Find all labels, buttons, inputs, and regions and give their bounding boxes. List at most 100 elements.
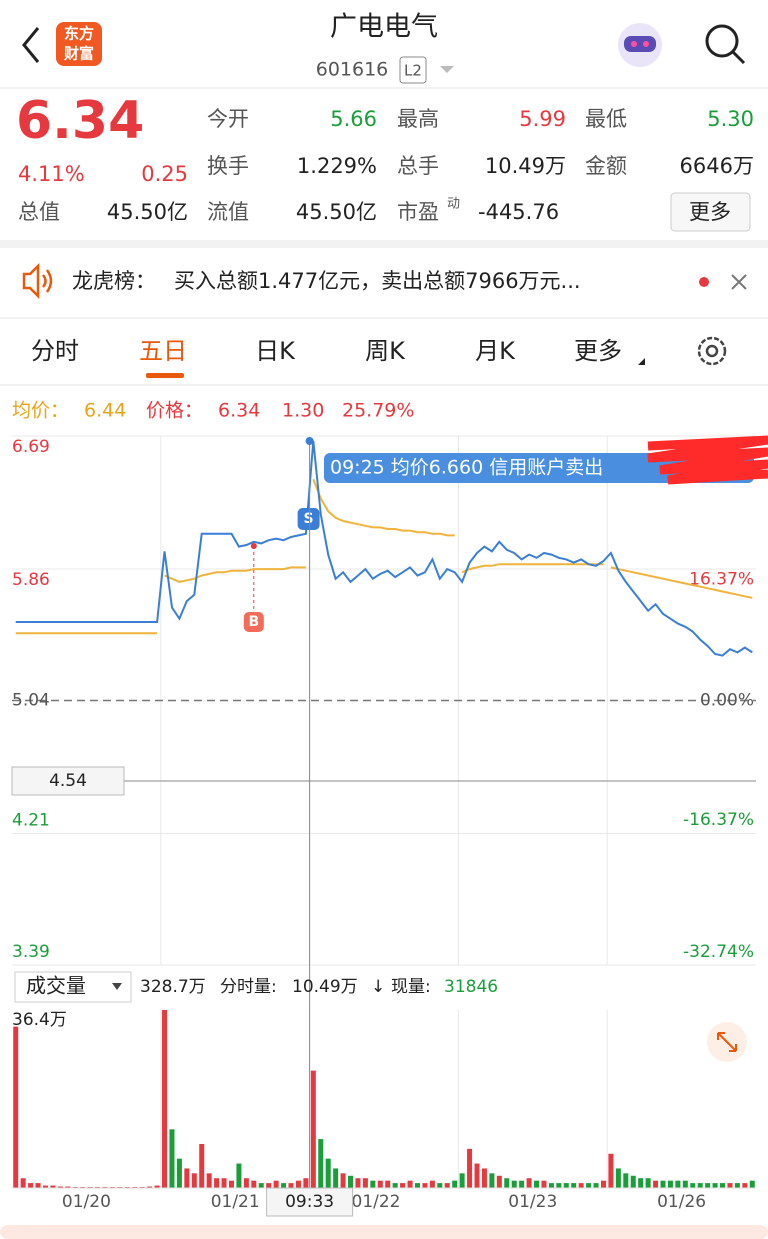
volume-bar [548,1183,554,1188]
field-value: -445.76 [478,200,559,224]
more-button-label[interactable]: 更多 [689,200,731,224]
field-value: 45.50亿 [107,200,188,224]
volume-bar [623,1173,629,1188]
volume-bar [50,1185,56,1188]
notice-text[interactable]: 买入总额1.477亿元，卖出总额7966万元... [174,269,581,293]
volume-bar [534,1180,540,1188]
level-badge[interactable]: L2 [404,62,422,80]
volume-bar [370,1180,376,1188]
indicator-label[interactable]: 成交量 [26,974,86,998]
field-label: 总手 [397,154,439,178]
redaction [647,435,768,485]
avg-label: 均价： [12,400,69,422]
notice-label[interactable]: 龙虎榜： [72,269,156,293]
field-value: 5.99 [519,107,566,131]
tab[interactable]: 日K [255,337,296,365]
average-line [312,478,455,537]
stock-code: 601616 [316,59,389,81]
volume-bar [147,1186,153,1188]
settings-icon[interactable] [697,336,727,366]
level-box[interactable] [399,56,427,84]
volume-bar [705,1183,711,1188]
volume-bar [236,1163,242,1188]
volume-bar [720,1183,726,1188]
volume-bar [28,1183,34,1188]
tab[interactable]: 更多 [574,337,622,365]
tab-underline [146,373,184,378]
volume-bar [563,1183,569,1188]
sell-marker-label: S [304,511,314,527]
buy-marker-label: B [248,614,259,630]
volume-bar [35,1183,41,1188]
volume-bar [176,1158,182,1188]
speaker-icon [22,262,40,300]
cursor-time: 09:33 [285,1192,334,1212]
change-value: 1.30 [282,400,324,422]
volume-bar [504,1178,510,1188]
y2-tick-label: 0.00% [700,691,754,711]
x-tick-label: 01/20 [62,1192,111,1212]
volume-bar [42,1185,48,1188]
logo-text: 东方 [64,25,94,43]
volume-bar [295,1180,301,1188]
volume-bar [57,1186,63,1188]
volume-bar [571,1183,577,1188]
volume-bar [519,1180,525,1188]
app-logo [56,22,102,66]
dropdown-arrow [112,983,122,990]
volume-bar [600,1180,606,1188]
volume-bar [273,1180,279,1188]
tab-active[interactable]: 五日 [139,337,187,365]
volume-bar [221,1178,227,1188]
volume-bar [407,1180,413,1188]
logo-text: 财富 [64,45,94,63]
volume-bar [749,1180,755,1188]
field-value: 10.49万 [485,154,566,178]
volume-bar [608,1153,614,1188]
more-button[interactable] [670,192,751,232]
volume-bar [414,1183,420,1188]
average-line [164,566,306,583]
volume-bar [65,1186,71,1188]
settings-center [705,344,719,358]
search-icon[interactable] [705,24,739,58]
crosshair-price-box [11,766,125,796]
volume-bar [474,1163,480,1188]
volume-bar [712,1183,718,1188]
volume-bar [481,1168,487,1188]
volume-bar [162,1010,168,1188]
change-amount: 0.25 [141,162,188,186]
cursor-time-box [266,1187,354,1217]
volume-bar [593,1183,599,1188]
volume-bar [310,1070,316,1188]
section-gap [0,240,768,248]
chart: 6.69 5.86 5.04 4.21 3.39 16.37% 0.00% -16.37% -3… [11,435,768,1217]
close-notice[interactable] [731,274,747,290]
volume-bar [511,1180,517,1188]
avatar-eye [631,41,637,47]
volume-bar [690,1183,696,1188]
dropdown-arrow[interactable] [440,66,454,73]
tab[interactable]: 月K [475,337,516,365]
volume-bar [340,1173,346,1188]
field-value: 5.30 [707,107,754,131]
back-button[interactable] [22,27,40,63]
tab[interactable]: 周K [365,337,406,365]
avatar-visor [624,36,656,52]
volume-bar [355,1178,361,1188]
volume-bar [13,1026,19,1188]
field-label: 流值 [207,200,249,224]
volume-bar [206,1173,212,1188]
tab[interactable]: 分时 [31,337,79,365]
change-pct-value: 25.79% [342,400,414,422]
field-label: 金额 [585,154,627,178]
y2-tick-label: -32.74% [683,942,754,962]
now-volume-label: 现量: [391,977,431,997]
indicator-dropdown[interactable] [14,971,132,1003]
volume-bar [638,1178,644,1188]
field-label: 最低 [585,107,627,131]
volume-total: 328.7万 [140,977,206,997]
volume-bar [169,1129,175,1188]
y-tick-label: 5.04 [12,691,50,711]
